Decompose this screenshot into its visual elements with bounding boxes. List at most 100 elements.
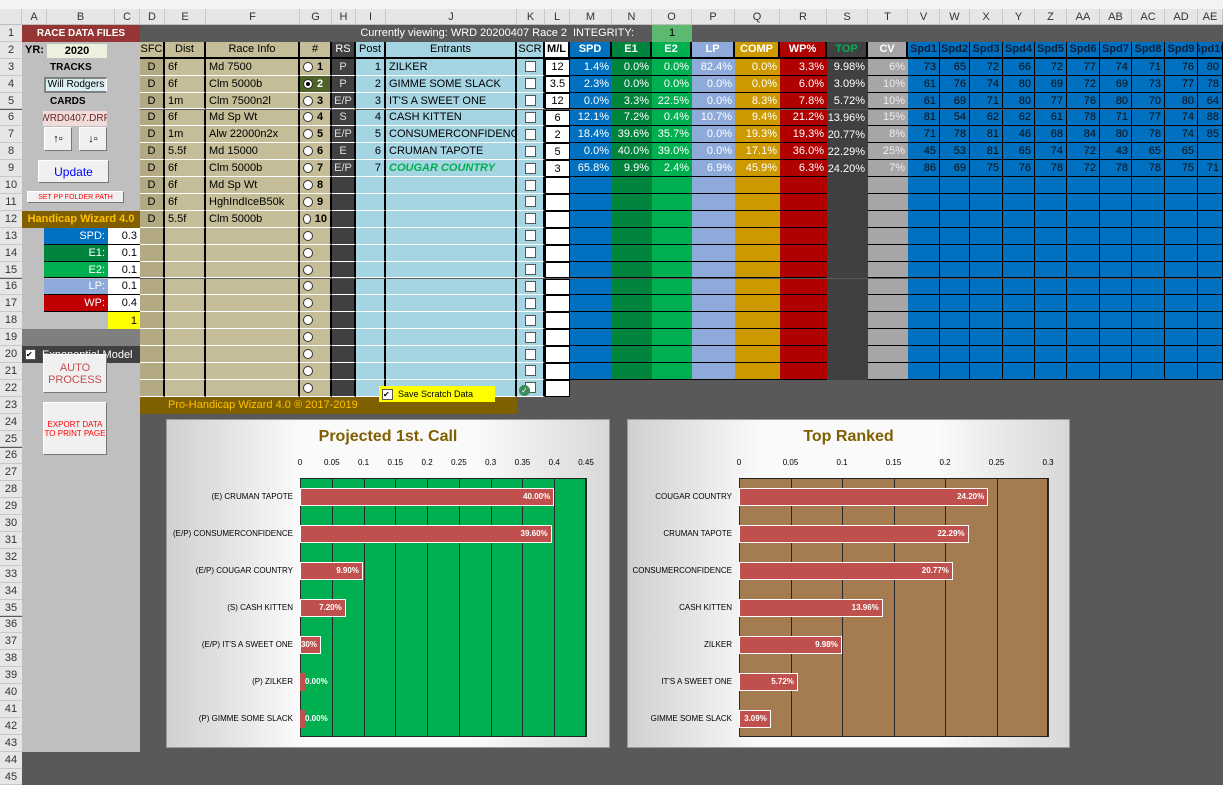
column-header-Z[interactable]: Z bbox=[1035, 9, 1067, 25]
row-header-14[interactable]: 14 bbox=[0, 244, 22, 262]
weight-input-lp[interactable]: 0.1 bbox=[108, 278, 140, 296]
race-radio-button[interactable] bbox=[303, 112, 313, 123]
race-selector[interactable]: 2 bbox=[300, 75, 332, 93]
race-radio-button[interactable] bbox=[303, 315, 313, 326]
weight-input-e1[interactable]: 0.1 bbox=[108, 244, 140, 262]
morning-line-odds[interactable] bbox=[545, 295, 570, 313]
next-race-button[interactable]: ↓▫ bbox=[79, 127, 107, 151]
column-header-AC[interactable]: AC bbox=[1132, 9, 1165, 25]
row-header-19[interactable]: 19 bbox=[0, 329, 22, 347]
row-header-2[interactable]: 2 bbox=[0, 41, 22, 59]
morning-line-odds[interactable]: 12 bbox=[545, 92, 570, 110]
race-radio-button[interactable] bbox=[303, 230, 313, 241]
column-header-J[interactable]: J bbox=[386, 9, 517, 25]
scratch-checkbox[interactable] bbox=[524, 264, 536, 276]
row-header-39[interactable]: 39 bbox=[0, 667, 22, 685]
scratch-checkbox[interactable] bbox=[524, 78, 536, 90]
morning-line-odds[interactable] bbox=[545, 194, 570, 211]
scratch-checkbox[interactable] bbox=[524, 61, 536, 73]
row-header-5[interactable]: 5 bbox=[0, 92, 22, 110]
scratch-checkbox[interactable] bbox=[524, 95, 536, 107]
column-header-D[interactable]: D bbox=[140, 9, 165, 25]
update-button[interactable]: Update bbox=[38, 160, 109, 183]
race-selector[interactable]: 3 bbox=[300, 92, 332, 110]
row-header-12[interactable]: 12 bbox=[0, 210, 22, 228]
morning-line-odds[interactable] bbox=[545, 177, 570, 194]
row-header-6[interactable]: 6 bbox=[0, 109, 22, 127]
race-radio-button[interactable] bbox=[303, 264, 313, 275]
row-header-17[interactable]: 17 bbox=[0, 295, 22, 313]
row-header-27[interactable]: 27 bbox=[0, 464, 22, 482]
race-selector[interactable] bbox=[300, 329, 332, 347]
race-radio-button[interactable] bbox=[303, 163, 313, 174]
row-header-30[interactable]: 30 bbox=[0, 515, 22, 532]
race-selector[interactable]: 4 bbox=[300, 109, 332, 127]
column-header-AB[interactable]: AB bbox=[1100, 9, 1132, 25]
scratch-checkbox[interactable] bbox=[524, 128, 536, 140]
race-selector[interactable]: 6 bbox=[300, 143, 332, 161]
row-header-10[interactable]: 10 bbox=[0, 177, 22, 194]
column-header-AD[interactable]: AD bbox=[1165, 9, 1198, 25]
scratch-checkbox[interactable] bbox=[524, 297, 536, 309]
column-header-R[interactable]: R bbox=[780, 9, 827, 25]
race-radio-button[interactable] bbox=[303, 281, 313, 292]
row-header-44[interactable]: 44 bbox=[0, 751, 22, 769]
row-header-33[interactable]: 33 bbox=[0, 565, 22, 583]
row-header-18[interactable]: 18 bbox=[0, 312, 22, 330]
scratch-checkbox[interactable] bbox=[524, 162, 536, 174]
race-radio-button[interactable] bbox=[303, 382, 313, 393]
row-header-29[interactable]: 29 bbox=[0, 498, 22, 516]
row-header-21[interactable]: 21 bbox=[0, 363, 22, 380]
race-radio-button[interactable] bbox=[303, 180, 313, 191]
scratch-checkbox[interactable] bbox=[524, 111, 536, 123]
scratch-checkbox[interactable] bbox=[524, 365, 536, 377]
morning-line-odds[interactable] bbox=[545, 346, 570, 363]
year-input[interactable]: 2020 bbox=[47, 43, 107, 58]
column-header-N[interactable]: N bbox=[612, 9, 652, 25]
scratch-checkbox[interactable] bbox=[524, 230, 536, 242]
morning-line-odds[interactable]: 5 bbox=[545, 143, 570, 161]
row-header-41[interactable]: 41 bbox=[0, 701, 22, 718]
row-header-38[interactable]: 38 bbox=[0, 650, 22, 668]
row-header-11[interactable]: 11 bbox=[0, 194, 22, 211]
race-radio-button[interactable] bbox=[303, 61, 313, 72]
scratch-checkbox[interactable] bbox=[524, 247, 536, 259]
scratch-checkbox[interactable] bbox=[524, 196, 536, 208]
race-radio-button[interactable] bbox=[303, 247, 313, 258]
race-selector[interactable] bbox=[300, 295, 332, 313]
column-header-AA[interactable]: AA bbox=[1067, 9, 1100, 25]
column-header-I[interactable]: I bbox=[356, 9, 386, 25]
race-selector[interactable] bbox=[300, 312, 332, 330]
column-header-V[interactable]: V bbox=[908, 9, 940, 25]
row-header-36[interactable]: 36 bbox=[0, 616, 22, 634]
column-header-P[interactable]: P bbox=[692, 9, 735, 25]
column-header-C[interactable]: C bbox=[115, 9, 140, 25]
column-header-B[interactable]: B bbox=[47, 9, 115, 25]
morning-line-odds[interactable]: 6 bbox=[545, 109, 570, 127]
row-header-34[interactable]: 34 bbox=[0, 582, 22, 600]
row-header-25[interactable]: 25 bbox=[0, 430, 22, 448]
race-selector[interactable] bbox=[300, 346, 332, 363]
save-scratch-checkbox[interactable]: ✔ bbox=[382, 388, 393, 400]
race-selector[interactable]: 10 bbox=[300, 210, 332, 228]
race-radio-button[interactable] bbox=[303, 196, 313, 207]
morning-line-odds[interactable] bbox=[545, 227, 570, 245]
scratch-checkbox[interactable] bbox=[524, 179, 536, 191]
row-header-40[interactable]: 40 bbox=[0, 684, 22, 701]
column-header-X[interactable]: X bbox=[970, 9, 1003, 25]
set-pp-folder-button[interactable]: SET PP FOLDER PATH bbox=[27, 191, 124, 203]
row-header-7[interactable]: 7 bbox=[0, 126, 22, 144]
row-header-24[interactable]: 24 bbox=[0, 413, 22, 431]
morning-line-odds[interactable]: 3.5 bbox=[545, 75, 570, 93]
race-selector[interactable] bbox=[300, 278, 332, 296]
row-header-3[interactable]: 3 bbox=[0, 58, 22, 76]
column-header-T[interactable]: T bbox=[868, 9, 908, 25]
morning-line-odds[interactable] bbox=[545, 244, 570, 262]
row-header-16[interactable]: 16 bbox=[0, 278, 22, 296]
row-header-43[interactable]: 43 bbox=[0, 734, 22, 752]
row-header-42[interactable]: 42 bbox=[0, 717, 22, 735]
column-header-F[interactable]: F bbox=[206, 9, 300, 25]
scratch-checkbox[interactable] bbox=[524, 314, 536, 326]
scratch-checkbox[interactable] bbox=[524, 348, 536, 360]
row-header-35[interactable]: 35 bbox=[0, 599, 22, 617]
